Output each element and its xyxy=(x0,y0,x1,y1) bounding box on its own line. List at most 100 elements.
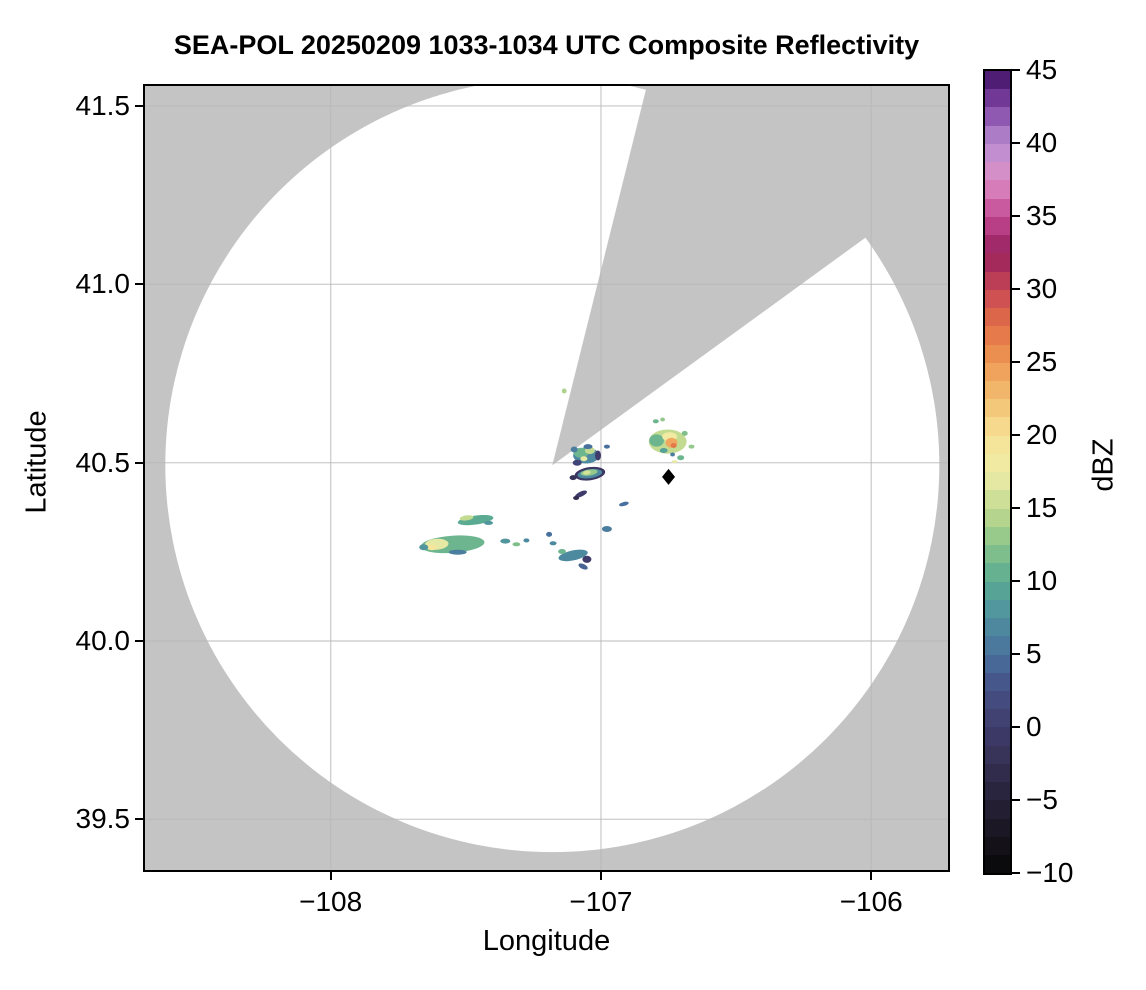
colorbar-block xyxy=(985,672,1010,691)
colorbar-block xyxy=(985,581,1010,600)
reflectivity-echo xyxy=(561,388,567,394)
y-axis-label: Latitude xyxy=(20,410,53,514)
colorbar-block xyxy=(985,198,1010,217)
colorbar-block xyxy=(985,599,1010,619)
reflectivity-echo xyxy=(677,455,685,461)
colorbar-tick-mark xyxy=(1012,69,1020,71)
masked-sector xyxy=(552,86,916,466)
reflectivity-echo xyxy=(649,434,664,447)
colorbar-tick-mark xyxy=(1012,580,1020,582)
colorbar-block xyxy=(985,526,1010,546)
colorbar-tick-label: 10 xyxy=(1026,565,1058,596)
colorbar-block xyxy=(985,89,1010,108)
reflectivity-echo xyxy=(523,538,530,543)
reflectivity-echo xyxy=(670,443,677,448)
colorbar-tick-mark xyxy=(1012,288,1020,290)
reflectivity-echo xyxy=(558,549,588,562)
colorbar-block xyxy=(985,253,1010,272)
reflectivity-echo xyxy=(595,450,601,461)
colorbar-tick-label: 35 xyxy=(1026,200,1058,231)
colorbar-tick-label: −5 xyxy=(1026,784,1058,815)
colorbar-tick-mark xyxy=(1012,215,1020,217)
colorbar-block xyxy=(985,727,1010,746)
reflectivity-echo xyxy=(580,456,588,462)
reflectivity-echo xyxy=(549,541,557,546)
colorbar-block xyxy=(985,836,1010,856)
reflectivity-echo xyxy=(572,459,582,466)
y-tick-mark xyxy=(135,640,143,642)
reflectivity-echo xyxy=(448,549,467,555)
reflectivity-echo xyxy=(573,496,580,500)
chart-title: SEA-POL 20250209 1033-1034 UTC Composite… xyxy=(173,30,920,60)
y-tick-label: 40.5 xyxy=(75,446,131,478)
colorbar-block xyxy=(985,344,1010,363)
colorbar-block xyxy=(985,745,1010,764)
y-tick-label: 41.0 xyxy=(75,268,131,300)
y-tick-label: 39.5 xyxy=(75,803,131,835)
colorbar-block xyxy=(985,800,1010,819)
colorbar-block xyxy=(985,690,1010,710)
y-tick-mark xyxy=(135,283,143,286)
colorbar-block xyxy=(985,289,1010,309)
colorbar-block xyxy=(985,563,1010,582)
colorbar-block xyxy=(985,782,1010,801)
colorbar-tick-label: 20 xyxy=(1026,419,1058,450)
colorbar-tick-mark xyxy=(1012,872,1020,874)
colorbar-block xyxy=(985,216,1010,236)
colorbar-tick-mark xyxy=(1012,142,1020,144)
y-tick-mark xyxy=(135,104,143,107)
reflectivity-echo xyxy=(575,490,587,498)
y-tick-mark xyxy=(135,818,143,821)
x-tick-mark xyxy=(870,872,873,880)
reflectivity-echo xyxy=(688,444,695,449)
x-tick-mark xyxy=(329,872,332,880)
colorbar-block xyxy=(985,545,1010,564)
colorbar-label: dBZ xyxy=(1087,438,1120,492)
colorbar-block xyxy=(985,472,1010,491)
x-tick-label: −106 xyxy=(839,886,903,917)
colorbar-block xyxy=(985,399,1010,418)
reflectivity-echo xyxy=(546,531,553,537)
reflectivity-echo xyxy=(652,419,659,424)
x-tick-label: −108 xyxy=(299,886,363,917)
colorbar-block xyxy=(985,107,1010,126)
reflectivity-echo xyxy=(671,460,678,463)
colorbar-block xyxy=(985,180,1010,199)
colorbar-tick-mark xyxy=(1012,726,1020,728)
reflectivity-echo xyxy=(578,563,588,570)
colorbar-block xyxy=(985,763,1010,783)
colorbar-block xyxy=(985,162,1010,181)
x-tick-mark xyxy=(599,872,602,880)
colorbar-block xyxy=(985,435,1010,454)
reflectivity-echo xyxy=(603,444,610,449)
colorbar-block xyxy=(985,71,1010,90)
colorbar-block xyxy=(985,508,1010,527)
colorbar-block xyxy=(985,235,1010,254)
colorbar-block xyxy=(985,618,1010,637)
x-axis-label: Longitude xyxy=(482,925,611,957)
station-diamond-marker xyxy=(662,468,676,485)
colorbar-tick-label: 15 xyxy=(1026,492,1058,523)
colorbar-tick-mark xyxy=(1012,799,1020,801)
y-tick-label: 41.5 xyxy=(75,89,131,121)
reflectivity-echo xyxy=(426,544,437,551)
reflectivity-echo xyxy=(659,448,668,453)
reflectivity-echo xyxy=(459,515,474,521)
reflectivity-echo xyxy=(419,544,429,551)
colorbar xyxy=(983,69,1012,875)
reflectivity-echo xyxy=(582,555,592,563)
colorbar-block xyxy=(985,362,1010,381)
colorbar-block xyxy=(985,271,1010,290)
colorbar-tick-label: 40 xyxy=(1026,127,1058,158)
colorbar-block xyxy=(985,125,1010,144)
colorbar-tick-mark xyxy=(1012,507,1020,509)
reflectivity-echo xyxy=(512,542,521,547)
reflectivity-echo xyxy=(500,538,511,544)
colorbar-block xyxy=(985,709,1010,728)
reflectivity-echo xyxy=(601,526,612,532)
reflectivity-echo xyxy=(583,444,593,450)
reflectivity-echo xyxy=(558,549,566,554)
colorbar-tick-mark xyxy=(1012,434,1020,436)
colorbar-block xyxy=(985,380,1010,400)
colorbar-tick-label: −10 xyxy=(1026,857,1074,888)
